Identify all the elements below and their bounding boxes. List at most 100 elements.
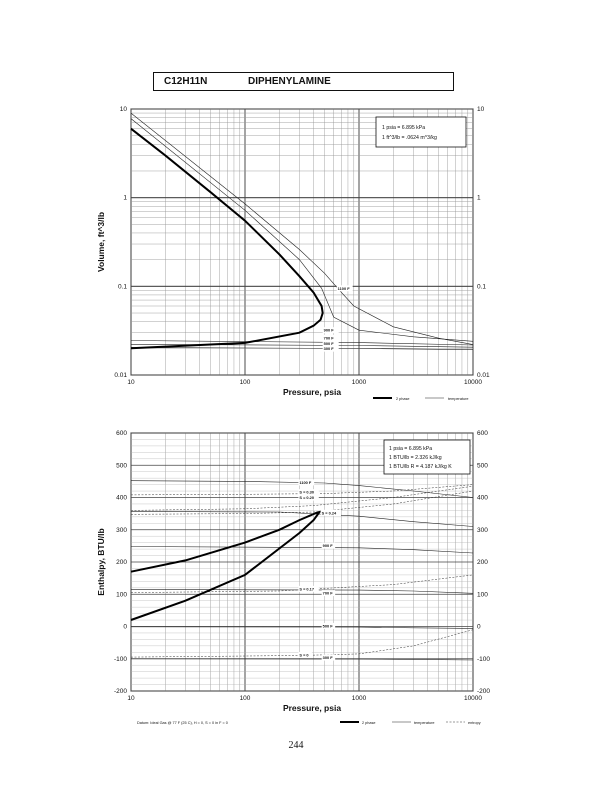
y-tick-label-right: 0.01 [477,372,490,379]
x-axis-label: Pressure, psia [283,387,341,397]
x-tick-label: 1000 [352,379,367,386]
y-tick-label: 400 [116,495,127,502]
curve-label: S = 0.20 [299,495,314,500]
temperature-line [130,546,474,554]
y-tick-label: 0 [123,624,127,631]
label-bg [298,479,315,486]
curve-label: 700 F [323,591,334,596]
y-axis-label: Volume, ft^3/lb [96,212,106,272]
x-axis-label: Pressure, psia [283,703,341,713]
y-tick-label: 0.01 [114,372,127,379]
y-tick-label-right: -100 [477,656,490,663]
x-tick-label: 100 [240,379,251,386]
two-phase-envelope [130,510,323,621]
compound-name: DIPHENYLAMINE [248,76,331,87]
x-tick-label: 100 [240,695,251,702]
volume-plot-frame [130,108,474,376]
temperature-line [130,658,474,661]
label-bg [322,334,339,341]
y-tick-label-right: 400 [477,495,488,502]
label-bg [321,622,336,629]
conversion-note: 1 psia = 6.895 kPa [382,125,425,131]
y-tick-label-right: -200 [477,688,490,695]
temperature-line [130,511,474,527]
entropy-line [130,629,474,658]
temperature-line [130,480,474,498]
curve-label: 300 F [323,655,334,660]
legend-label: entropy [468,721,481,725]
conversion-note: 1 psia = 6.895 kPa [389,446,432,452]
y-tick-label: -200 [114,688,127,695]
temperature-line [130,340,474,346]
x-tick-label: 10 [127,379,135,386]
temperature-line [130,347,474,350]
y-tick-label-right: 300 [477,527,488,534]
y-tick-label: 0.1 [118,283,127,290]
entropy-line [130,490,474,515]
datum-note: Datum: Ideal Gas @ 77 F (25 C), H = 0, S… [137,721,228,725]
temperature-label: 700 F [324,335,335,340]
conversion-box [375,116,467,148]
title-box: C12H11N DIPHENYLAMINE [153,72,454,91]
two-phase-envelope [130,127,324,350]
label-bg [321,542,336,549]
entropy-line [130,485,474,511]
y-tick-label-right: 0 [477,624,481,631]
x-tick-label: 10000 [464,379,482,386]
y-tick-label: 500 [116,462,127,469]
y-tick-label: 300 [116,527,127,534]
x-tick-label: 1000 [352,695,367,702]
temperature-label: 300 F [324,346,335,351]
x-tick-label: 10 [127,695,135,702]
curve-label: S = 0.30 [299,490,314,495]
y-tick-label-right: 0.1 [477,283,486,290]
conversion-note: 1 BTU/lb R = 4.187 kJ/kg K [389,464,452,470]
label-bg [298,651,312,658]
label-bg [298,489,319,496]
temperature-line [130,118,474,342]
label-bg [298,585,319,592]
curve-label: 1100 F [299,480,312,485]
label-bg [322,345,339,352]
chemical-formula: C12H11N [164,76,208,87]
temperature-label: 500 F [324,341,335,346]
temperature-line [130,626,474,629]
label-bg [322,327,339,334]
label-bg [320,509,342,516]
legend-label: temperature [414,721,434,725]
y-tick-label-right: 200 [477,559,488,566]
y-axis-label: Enthalpy, BTU/lb [96,528,106,595]
legend-label: temperature [448,397,468,401]
label-bg [321,654,336,661]
x-tick-label: 10000 [464,695,482,702]
y-tick-label: 600 [116,430,127,437]
temperature-label: 1100 F [338,286,351,291]
legend-label: 2 phase [362,721,376,725]
y-tick-label-right: 600 [477,430,488,437]
curve-label: S = 0 [299,652,308,657]
curve-label: S = 0.24 [322,510,337,515]
y-tick-label-right: 1 [477,195,481,202]
entropy-line [130,574,474,593]
curve-label: S = 0.17 [299,586,314,591]
entropy-line [130,484,474,496]
y-tick-label: 1 [123,195,127,202]
label-bg [298,494,319,501]
y-tick-label: 100 [116,591,127,598]
conversion-note: 1 BTU/lb = 2.326 kJ/kg [389,455,442,461]
y-tick-label-right: 100 [477,591,488,598]
temperature-line [130,589,474,594]
conversion-box [383,439,471,475]
curve-label: 500 F [323,623,334,628]
page-number: 244 [288,740,304,751]
y-tick-label-right: 500 [477,462,488,469]
curve-label: 900 F [323,543,334,548]
label-bg [336,285,353,292]
temperature-label: 900 F [324,328,335,333]
conversion-note: 1 ft^3/lb = .0624 m^3/kg [382,135,437,141]
y-tick-label: 200 [116,559,127,566]
label-bg [322,340,339,347]
temperature-line [130,112,474,345]
y-tick-label: 10 [120,106,128,113]
